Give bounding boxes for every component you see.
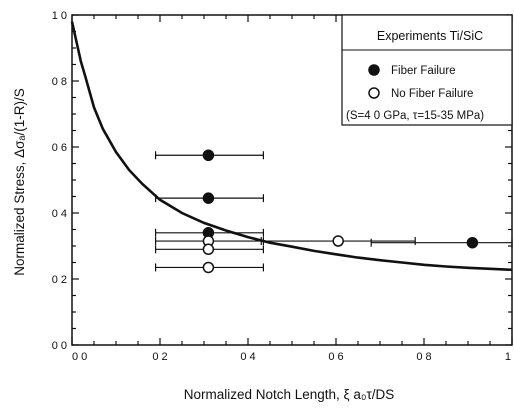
legend-entry-no-fiber-failure: No Fiber Failure bbox=[391, 88, 473, 100]
model-curve bbox=[70, 21, 513, 272]
y-tick-label: 1 0 bbox=[52, 10, 67, 22]
x-tick-label: 0 4 bbox=[240, 351, 255, 363]
legend-marker-open bbox=[368, 87, 380, 99]
legend-entry-fiber-failure: Fiber Failure bbox=[391, 65, 456, 77]
y-axis-label: Normalized Stress, Δσₐ/(1-R)/S bbox=[12, 88, 27, 275]
y-tick-label: 0 8 bbox=[52, 76, 67, 88]
x-tick-label: 0 8 bbox=[416, 351, 431, 363]
x-tick-label: 0 2 bbox=[152, 351, 167, 363]
y-tick-label: 0 6 bbox=[52, 142, 67, 154]
legend-note: (S=4 0 GPa, τ=15-35 MPa) bbox=[346, 110, 484, 122]
model-curve-layer bbox=[70, 21, 513, 272]
legend-title: Experiments Ti/SiC bbox=[377, 29, 483, 43]
x-tick-label: 1 bbox=[505, 351, 511, 363]
legend-marker-filled bbox=[368, 64, 380, 76]
data-point-no-fiber-failure bbox=[202, 243, 215, 256]
y-tick-label: 0 4 bbox=[52, 208, 67, 220]
y-tick-label: 0 2 bbox=[52, 274, 67, 286]
x-tick-label: 0 0 bbox=[72, 351, 87, 363]
legend: Experiments Ti/SiC Fiber Failure No Fibe… bbox=[341, 14, 513, 126]
y-tick-label: 0 0 bbox=[52, 340, 67, 352]
data-point-fiber-failure bbox=[202, 192, 215, 204]
data-point-no-fiber-failure bbox=[202, 261, 215, 274]
x-axis-label: Normalized Notch Length, ξ a₀τ/DS bbox=[184, 387, 395, 402]
data-point-no-fiber-failure bbox=[332, 235, 344, 247]
data-point-layer bbox=[202, 149, 479, 274]
data-point-fiber-failure bbox=[466, 236, 479, 249]
data-point-fiber-failure bbox=[202, 149, 215, 161]
x-tick-label: 0 6 bbox=[328, 351, 343, 363]
